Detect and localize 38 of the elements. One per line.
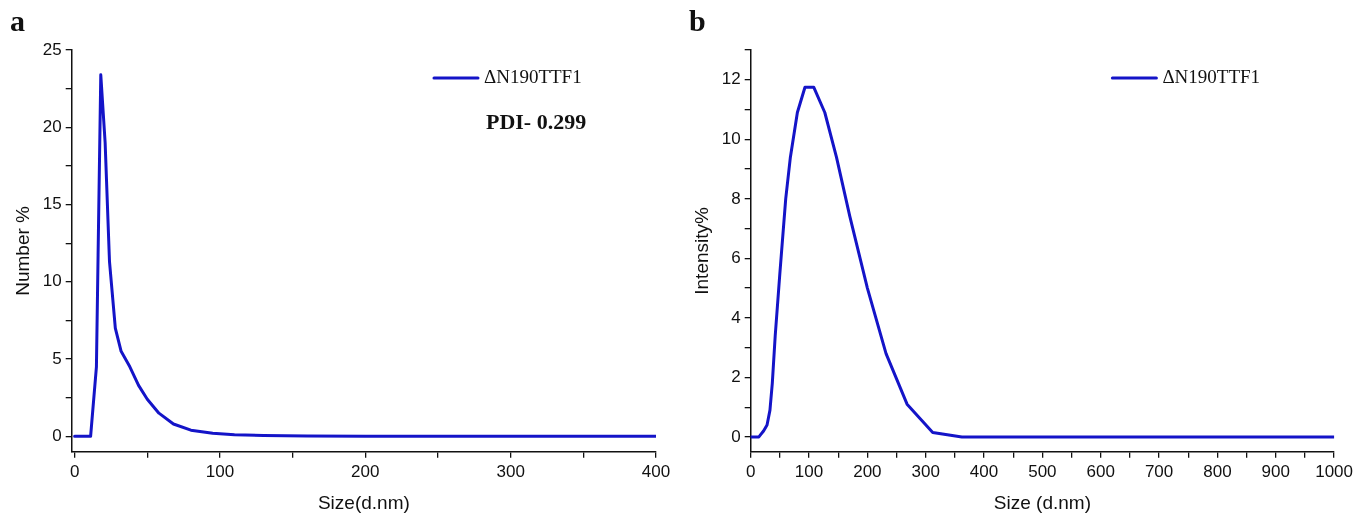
legend-label: ΔN190TTF1: [483, 65, 582, 87]
chart-title: b: [689, 3, 706, 37]
annotation: PDI- 0.299: [485, 108, 587, 134]
y-tick-label: 5: [52, 348, 62, 368]
x-axis-title: Size(d.nm): [317, 491, 410, 513]
x-tick-label: 400: [641, 461, 671, 481]
x-tick-label: 100: [794, 461, 824, 481]
y-axis-title: Intensity%: [690, 206, 712, 295]
y-tick-label: 8: [731, 188, 741, 208]
y-axis-title: Number %: [11, 205, 33, 296]
y-tick-label: 10: [42, 271, 62, 291]
chart-title: a: [10, 3, 25, 37]
x-tick-label: 400: [969, 461, 999, 481]
x-tick-label: 500: [1028, 461, 1057, 481]
y-tick-label: 15: [42, 194, 62, 214]
y-tick-label: 25: [42, 39, 62, 59]
legend-label: ΔN190TTF1: [1162, 65, 1261, 87]
x-tick-label: 600: [1086, 461, 1115, 481]
x-tick-label: 800: [1203, 461, 1232, 481]
y-tick-label: 0: [52, 426, 62, 446]
x-axis-title: Size (d.nm): [993, 491, 1091, 513]
x-tick-label: 900: [1261, 461, 1290, 481]
x-tick-label: 200: [853, 461, 882, 481]
y-tick-label: 10: [721, 128, 741, 148]
y-tick-label: 0: [731, 426, 741, 446]
y-tick-label: 2: [731, 367, 741, 387]
x-tick-label: 300: [496, 461, 525, 481]
x-tick-label: 300: [911, 461, 940, 481]
x-tick-label: 200: [351, 461, 380, 481]
x-tick-label: 100: [205, 461, 235, 481]
y-tick-label: 20: [42, 116, 62, 136]
x-tick-label: 1000: [1315, 461, 1353, 481]
x-tick-label: 0: [69, 461, 80, 481]
y-tick-label: 4: [731, 307, 741, 327]
x-tick-label: 0: [745, 461, 756, 481]
y-tick-label: 6: [731, 248, 741, 268]
y-tick-label: 12: [721, 69, 741, 89]
x-tick-label: 700: [1144, 461, 1174, 481]
